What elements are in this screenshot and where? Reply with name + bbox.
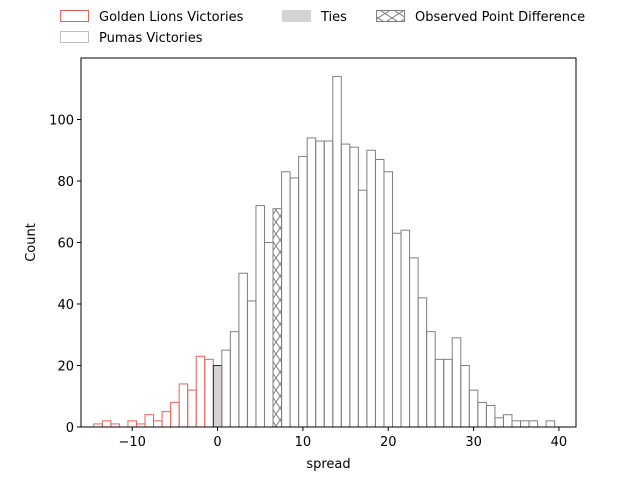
- histogram-bar: [494, 417, 504, 428]
- histogram-bar: [238, 272, 248, 428]
- histogram-bar: [332, 75, 342, 428]
- y-axis: 0 20 40 60 80 100: [49, 114, 81, 436]
- histogram-bar: [315, 140, 325, 428]
- histogram-bar: [255, 205, 265, 428]
- plot-frame: [80, 57, 577, 428]
- histogram-bar: [426, 331, 436, 428]
- histogram-bar: [340, 143, 351, 428]
- x-tick-label: 40: [551, 435, 568, 450]
- histogram-bar: [263, 242, 274, 428]
- histogram-bar: [383, 171, 394, 428]
- x-tick-label: 30: [465, 435, 482, 450]
- histogram-bar: [187, 389, 197, 428]
- histogram-bar: [374, 158, 385, 428]
- histogram-bar: [246, 300, 257, 428]
- legend-label: Ties: [320, 10, 347, 25]
- histogram-bar: [178, 383, 189, 428]
- histogram-bar: [281, 171, 291, 428]
- histogram-bar: [468, 389, 479, 428]
- histogram-bar: [127, 420, 137, 428]
- legend-label: Observed Point Difference: [415, 10, 585, 25]
- observed-bar: [272, 208, 283, 428]
- histogram-bar: [443, 358, 453, 428]
- x-axis-label: spread: [306, 457, 350, 472]
- histogram-bar: [212, 365, 223, 428]
- histogram-bar: [170, 401, 180, 428]
- y-tick-label: 0: [66, 421, 74, 436]
- histogram-bar: [366, 149, 376, 428]
- histogram-bar: [298, 155, 308, 428]
- y-tick-label: 40: [57, 298, 74, 313]
- legend-swatch: [376, 10, 405, 22]
- x-tick-label: 20: [380, 435, 397, 450]
- histogram-bar: [409, 257, 419, 428]
- histogram-bar: [451, 337, 462, 428]
- histogram-bar: [161, 411, 172, 428]
- histogram-bar: [221, 349, 231, 428]
- histogram-bar: [289, 177, 300, 428]
- legend-swatch: [60, 31, 89, 43]
- legend-label: Golden Lions Victories: [99, 10, 244, 25]
- x-tick-label: 10: [295, 435, 312, 450]
- y-tick-label: 20: [57, 360, 74, 375]
- histogram-bar: [511, 420, 522, 428]
- histogram-bar: [357, 189, 368, 428]
- histogram-bar: [485, 404, 496, 428]
- histogram-bar: [400, 229, 411, 428]
- histogram-bar: [477, 401, 487, 428]
- legend-label: Pumas Victories: [99, 31, 203, 46]
- histogram-bar: [460, 365, 470, 428]
- histogram-bar: [434, 358, 445, 428]
- legend-swatch: [282, 10, 311, 22]
- x-axis: −10 0 10 20 30 40: [118, 427, 567, 450]
- histogram-bar: [528, 420, 539, 428]
- histogram-bar: [306, 137, 317, 428]
- histogram-bar: [392, 232, 402, 428]
- histogram-bar: [502, 414, 513, 428]
- histogram-bar: [144, 414, 155, 428]
- bars-group: [93, 75, 556, 428]
- histogram-bar: [204, 358, 214, 428]
- histogram-bar: [545, 420, 556, 428]
- y-tick-label: 100: [49, 114, 74, 129]
- y-axis-label: Count: [24, 223, 39, 262]
- histogram-bar: [520, 420, 530, 428]
- histogram-bar: [101, 420, 112, 428]
- legend-swatch: [60, 10, 89, 22]
- histogram-bar: [195, 355, 206, 428]
- y-tick-label: 60: [57, 237, 74, 252]
- histogram-bar: [323, 140, 334, 428]
- y-tick-label: 80: [57, 175, 74, 190]
- x-tick-label: −10: [118, 435, 145, 450]
- histogram-bar: [417, 297, 428, 428]
- histogram-bar: [153, 420, 163, 428]
- x-tick-label: 0: [213, 435, 221, 450]
- histogram-bar: [229, 331, 240, 428]
- legend: Golden Lions Victories Ties Observed Point…: [60, 10, 585, 46]
- histogram-bar: [349, 146, 359, 428]
